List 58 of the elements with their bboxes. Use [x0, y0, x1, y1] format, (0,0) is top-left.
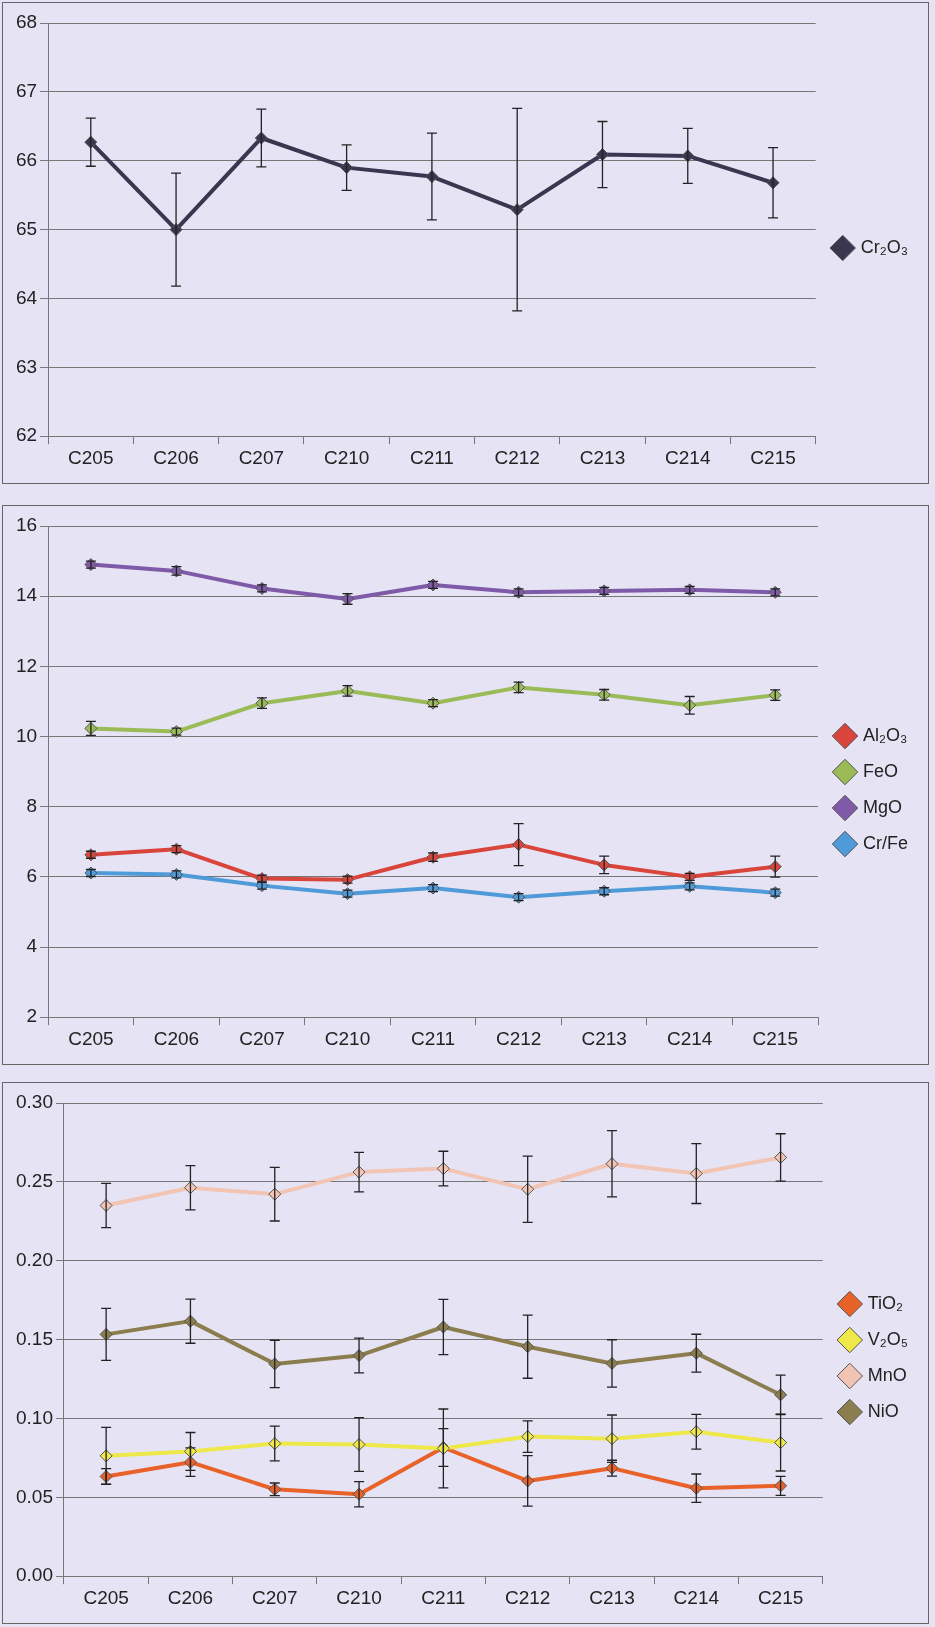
- x-tick-label: C210: [323, 446, 370, 468]
- y-tick-label: 0.10: [16, 1406, 53, 1428]
- legend-label: NiO: [867, 1400, 899, 1421]
- x-tick-label: C213: [589, 1586, 635, 1608]
- legend-label: MgO: [863, 796, 903, 817]
- y-tick-label: 8: [26, 794, 38, 816]
- legend-label: TiO₂: [867, 1292, 904, 1313]
- y-tick-label: 6: [26, 865, 38, 887]
- y-tick-label: 2: [26, 1005, 38, 1027]
- y-tick-label: 65: [15, 217, 38, 239]
- x-tick-label: C212: [504, 1586, 551, 1608]
- y-tick-label: 66: [15, 148, 38, 170]
- x-tick-label: C215: [752, 1027, 798, 1049]
- x-tick-label: C206: [153, 1027, 200, 1049]
- y-tick-label: 0.05: [16, 1485, 53, 1507]
- y-tick-label: 4: [26, 935, 38, 957]
- legend-label: FeO: [863, 760, 899, 781]
- x-tick-label: C205: [83, 1586, 129, 1608]
- y-tick-label: 10: [15, 724, 38, 746]
- x-tick-label: C215: [757, 1586, 804, 1608]
- x-tick-label: C206: [167, 1586, 214, 1608]
- legend-label: V₂O₅: [867, 1328, 908, 1349]
- y-tick-label: 0.30: [16, 1091, 53, 1113]
- x-tick-label: C215: [750, 446, 796, 468]
- x-tick-label: C212: [495, 1027, 542, 1049]
- x-tick-label: C206: [153, 446, 199, 468]
- x-tick-label: C210: [336, 1586, 382, 1608]
- y-tick-label: 0.20: [16, 1248, 53, 1270]
- x-tick-label: C213: [579, 446, 626, 468]
- y-tick-label: 14: [15, 584, 38, 606]
- x-tick-label: C214: [673, 1586, 720, 1608]
- y-tick-label: 16: [15, 514, 38, 536]
- x-tick-label: C211: [409, 446, 454, 468]
- y-tick-label: 62: [15, 424, 38, 446]
- x-tick-label: C205: [68, 1027, 114, 1049]
- legend-label: MnO: [867, 1364, 907, 1385]
- legend-label: Cr/Fe: [863, 832, 908, 853]
- x-tick-label: C210: [324, 1027, 371, 1049]
- y-tick-label: 0.00: [16, 1564, 53, 1586]
- x-tick-label: C207: [239, 1027, 285, 1049]
- x-tick-label: C207: [238, 446, 285, 468]
- y-tick-label: 67: [15, 80, 38, 102]
- y-tick-label: 0.15: [16, 1327, 53, 1349]
- x-tick-label: C212: [494, 446, 540, 468]
- x-tick-label: C205: [68, 446, 114, 468]
- x-tick-label: C213: [581, 1027, 627, 1049]
- legend-label: Al₂O₃: [863, 724, 908, 745]
- x-tick-label: C211: [411, 1027, 456, 1049]
- y-tick-label: 68: [15, 11, 38, 33]
- legend-label: Cr₂O₃: [860, 236, 908, 257]
- y-tick-label: 63: [15, 355, 38, 377]
- x-tick-label: C214: [666, 1027, 713, 1049]
- y-tick-label: 64: [15, 286, 38, 308]
- y-tick-label: 0.25: [16, 1170, 53, 1192]
- x-tick-label: C214: [665, 446, 711, 468]
- x-tick-label: C211: [421, 1586, 466, 1608]
- y-tick-label: 12: [15, 654, 38, 676]
- x-tick-label: C207: [252, 1586, 298, 1608]
